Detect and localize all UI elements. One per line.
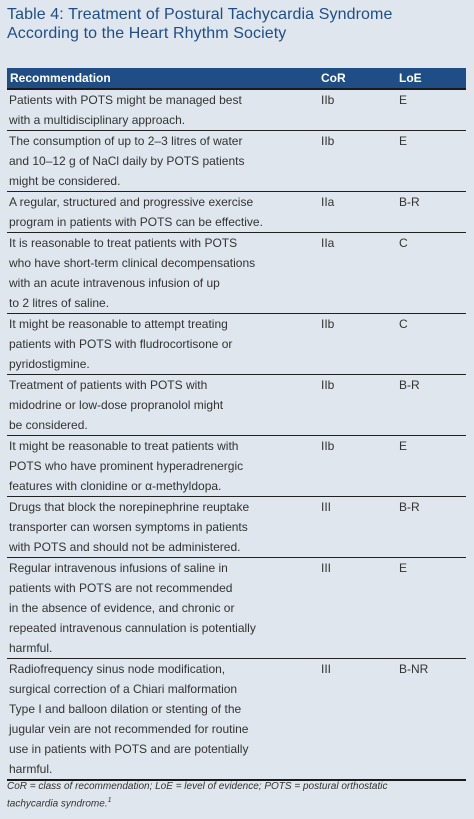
table-header: Recommendation CoR LoE bbox=[7, 68, 466, 90]
cor-cell: III bbox=[321, 500, 332, 514]
title-line-1: Table 4: Treatment of Postural Tachycard… bbox=[7, 6, 393, 23]
footnote-text: tachycardia syndrome. bbox=[7, 798, 108, 810]
recommendation-line: Radiofrequency sinus node modification, bbox=[9, 662, 226, 676]
recommendation-line: transporter can worsen symptoms in patie… bbox=[9, 520, 248, 534]
recommendation-line: with an acute intravenous infusion of up bbox=[9, 276, 220, 290]
table-row: It might be reasonable to treat patients… bbox=[7, 436, 466, 497]
loe-cell: B-R bbox=[399, 500, 420, 514]
recommendation-line: program in patients with POTS can be eff… bbox=[9, 215, 263, 229]
recommendation-cell: Patients with POTS might be managed best… bbox=[7, 90, 292, 130]
header-loe: LoE bbox=[399, 71, 422, 85]
recommendation-line: Type I and balloon dilation or stenting … bbox=[9, 702, 242, 716]
recommendation-line: use in patients with POTS and are potent… bbox=[9, 742, 249, 756]
loe-cell: E bbox=[399, 439, 408, 453]
recommendation-line: patients with POTS are not recommended bbox=[9, 581, 233, 595]
loe-cell: E bbox=[399, 561, 408, 575]
cor-cell: IIb bbox=[321, 134, 335, 148]
recommendation-line: surgical correction of a Chiari malforma… bbox=[9, 682, 238, 696]
cor-cell: IIb bbox=[321, 93, 335, 107]
loe-cell: B-R bbox=[399, 378, 420, 392]
footnote-reference: 1 bbox=[107, 797, 112, 804]
recommendation-line: Treatment of patients with POTS with bbox=[9, 378, 208, 392]
recommendation-line: with POTS and should not be administered… bbox=[9, 540, 241, 554]
recommendation-cell: Regular intravenous infusions of saline … bbox=[7, 558, 292, 658]
recommendation-line: midodrine or low-dose propranolol might bbox=[9, 398, 224, 412]
recommendation-line: to 2 litres of saline. bbox=[9, 296, 110, 310]
cor-cell: IIb bbox=[321, 378, 335, 392]
table-row: It might be reasonable to attempt treati… bbox=[7, 314, 466, 375]
recommendation-line: who have short-term clinical decompensat… bbox=[9, 256, 256, 270]
loe-cell: E bbox=[399, 93, 408, 107]
cor-cell: IIa bbox=[321, 236, 335, 250]
recommendation-line: harmful. bbox=[9, 762, 53, 776]
recommendation-line: POTS who have prominent hyperadrenergic bbox=[9, 459, 244, 473]
cor-cell: IIb bbox=[321, 439, 335, 453]
recommendation-line: in the absence of evidence, and chronic … bbox=[9, 601, 235, 615]
recommendation-line: features with clonidine or α-methyldopa. bbox=[9, 479, 222, 493]
footnote-line-2: tachycardia syndrome.1 bbox=[7, 794, 467, 811]
cor-cell: IIa bbox=[321, 195, 335, 209]
recommendation-line: It might be reasonable to treat patients… bbox=[9, 439, 239, 453]
loe-cell: B-R bbox=[399, 195, 420, 209]
recommendation-cell: The consumption of up to 2–3 litres of w… bbox=[7, 131, 292, 191]
recommendation-line: might be considered. bbox=[9, 174, 121, 188]
cor-cell: IIb bbox=[321, 317, 335, 331]
recommendation-line: pyridostigmine. bbox=[9, 357, 90, 371]
table-body: Patients with POTS might be managed best… bbox=[7, 90, 466, 781]
recommendation-line: jugular vein are not recommended for rou… bbox=[9, 722, 249, 736]
recommendation-line: The consumption of up to 2–3 litres of w… bbox=[9, 134, 243, 148]
recommendation-cell: A regular, structured and progressive ex… bbox=[7, 192, 292, 232]
table-row: Radiofrequency sinus node modification, s… bbox=[7, 659, 466, 781]
table-row: It is reasonable to treat patients with … bbox=[7, 233, 466, 314]
loe-cell: B-NR bbox=[399, 662, 429, 676]
loe-cell: E bbox=[399, 134, 408, 148]
recommendation-cell: Drugs that block the norepinephrine reup… bbox=[7, 497, 292, 557]
recommendation-line: It might be reasonable to attempt treati… bbox=[9, 317, 228, 331]
recommendation-line: patients with POTS with fludrocortisone … bbox=[9, 337, 233, 351]
recommendations-table: Recommendation CoR LoE Patients with POT… bbox=[7, 68, 466, 781]
recommendation-line: be considered. bbox=[9, 418, 88, 432]
recommendation-cell: Radiofrequency sinus node modification, s… bbox=[7, 659, 292, 779]
table-row: Drugs that block the norepinephrine reup… bbox=[7, 497, 466, 558]
header-recommendation: Recommendation bbox=[10, 71, 111, 85]
recommendation-line: Patients with POTS might be managed best bbox=[9, 93, 242, 107]
header-cor: CoR bbox=[321, 71, 346, 85]
cor-cell: III bbox=[321, 662, 332, 676]
cor-cell: III bbox=[321, 561, 332, 575]
table-row: Treatment of patients with POTS with mido… bbox=[7, 375, 466, 436]
table-row: The consumption of up to 2–3 litres of w… bbox=[7, 131, 466, 192]
recommendation-line: and 10–12 g of NaCl daily by POTS patien… bbox=[9, 154, 245, 168]
table-row: Patients with POTS might be managed best… bbox=[7, 90, 466, 131]
recommendation-cell: It might be reasonable to attempt treati… bbox=[7, 314, 292, 374]
recommendation-line: with a multidisciplinary approach. bbox=[9, 113, 186, 127]
recommendation-line: harmful. bbox=[9, 641, 53, 655]
loe-cell: C bbox=[399, 236, 408, 250]
recommendation-cell: Treatment of patients with POTS with mido… bbox=[7, 375, 292, 435]
recommendation-line: It is reasonable to treat patients with … bbox=[9, 236, 238, 250]
footnote-line-1: CoR = class of recommendation; LoE = lev… bbox=[7, 781, 388, 792]
title-line-2: According to the Heart Rhythm Society bbox=[7, 25, 287, 42]
recommendation-line: Regular intravenous infusions of saline … bbox=[9, 561, 228, 575]
recommendation-line: repeated intravenous cannulation is pote… bbox=[9, 621, 256, 635]
table-row: Regular intravenous infusions of saline … bbox=[7, 558, 466, 659]
recommendation-cell: It is reasonable to treat patients with … bbox=[7, 233, 292, 313]
table-row: A regular, structured and progressive ex… bbox=[7, 192, 466, 233]
recommendation-cell: It might be reasonable to treat patients… bbox=[7, 436, 292, 496]
table-footnote: CoR = class of recommendation; LoE = lev… bbox=[7, 780, 467, 811]
recommendation-line: A regular, structured and progressive ex… bbox=[9, 195, 254, 209]
loe-cell: C bbox=[399, 317, 408, 331]
table-title: Table 4: Treatment of Postural Tachycard… bbox=[7, 5, 467, 43]
recommendation-line: Drugs that block the norepinephrine reup… bbox=[9, 500, 250, 514]
